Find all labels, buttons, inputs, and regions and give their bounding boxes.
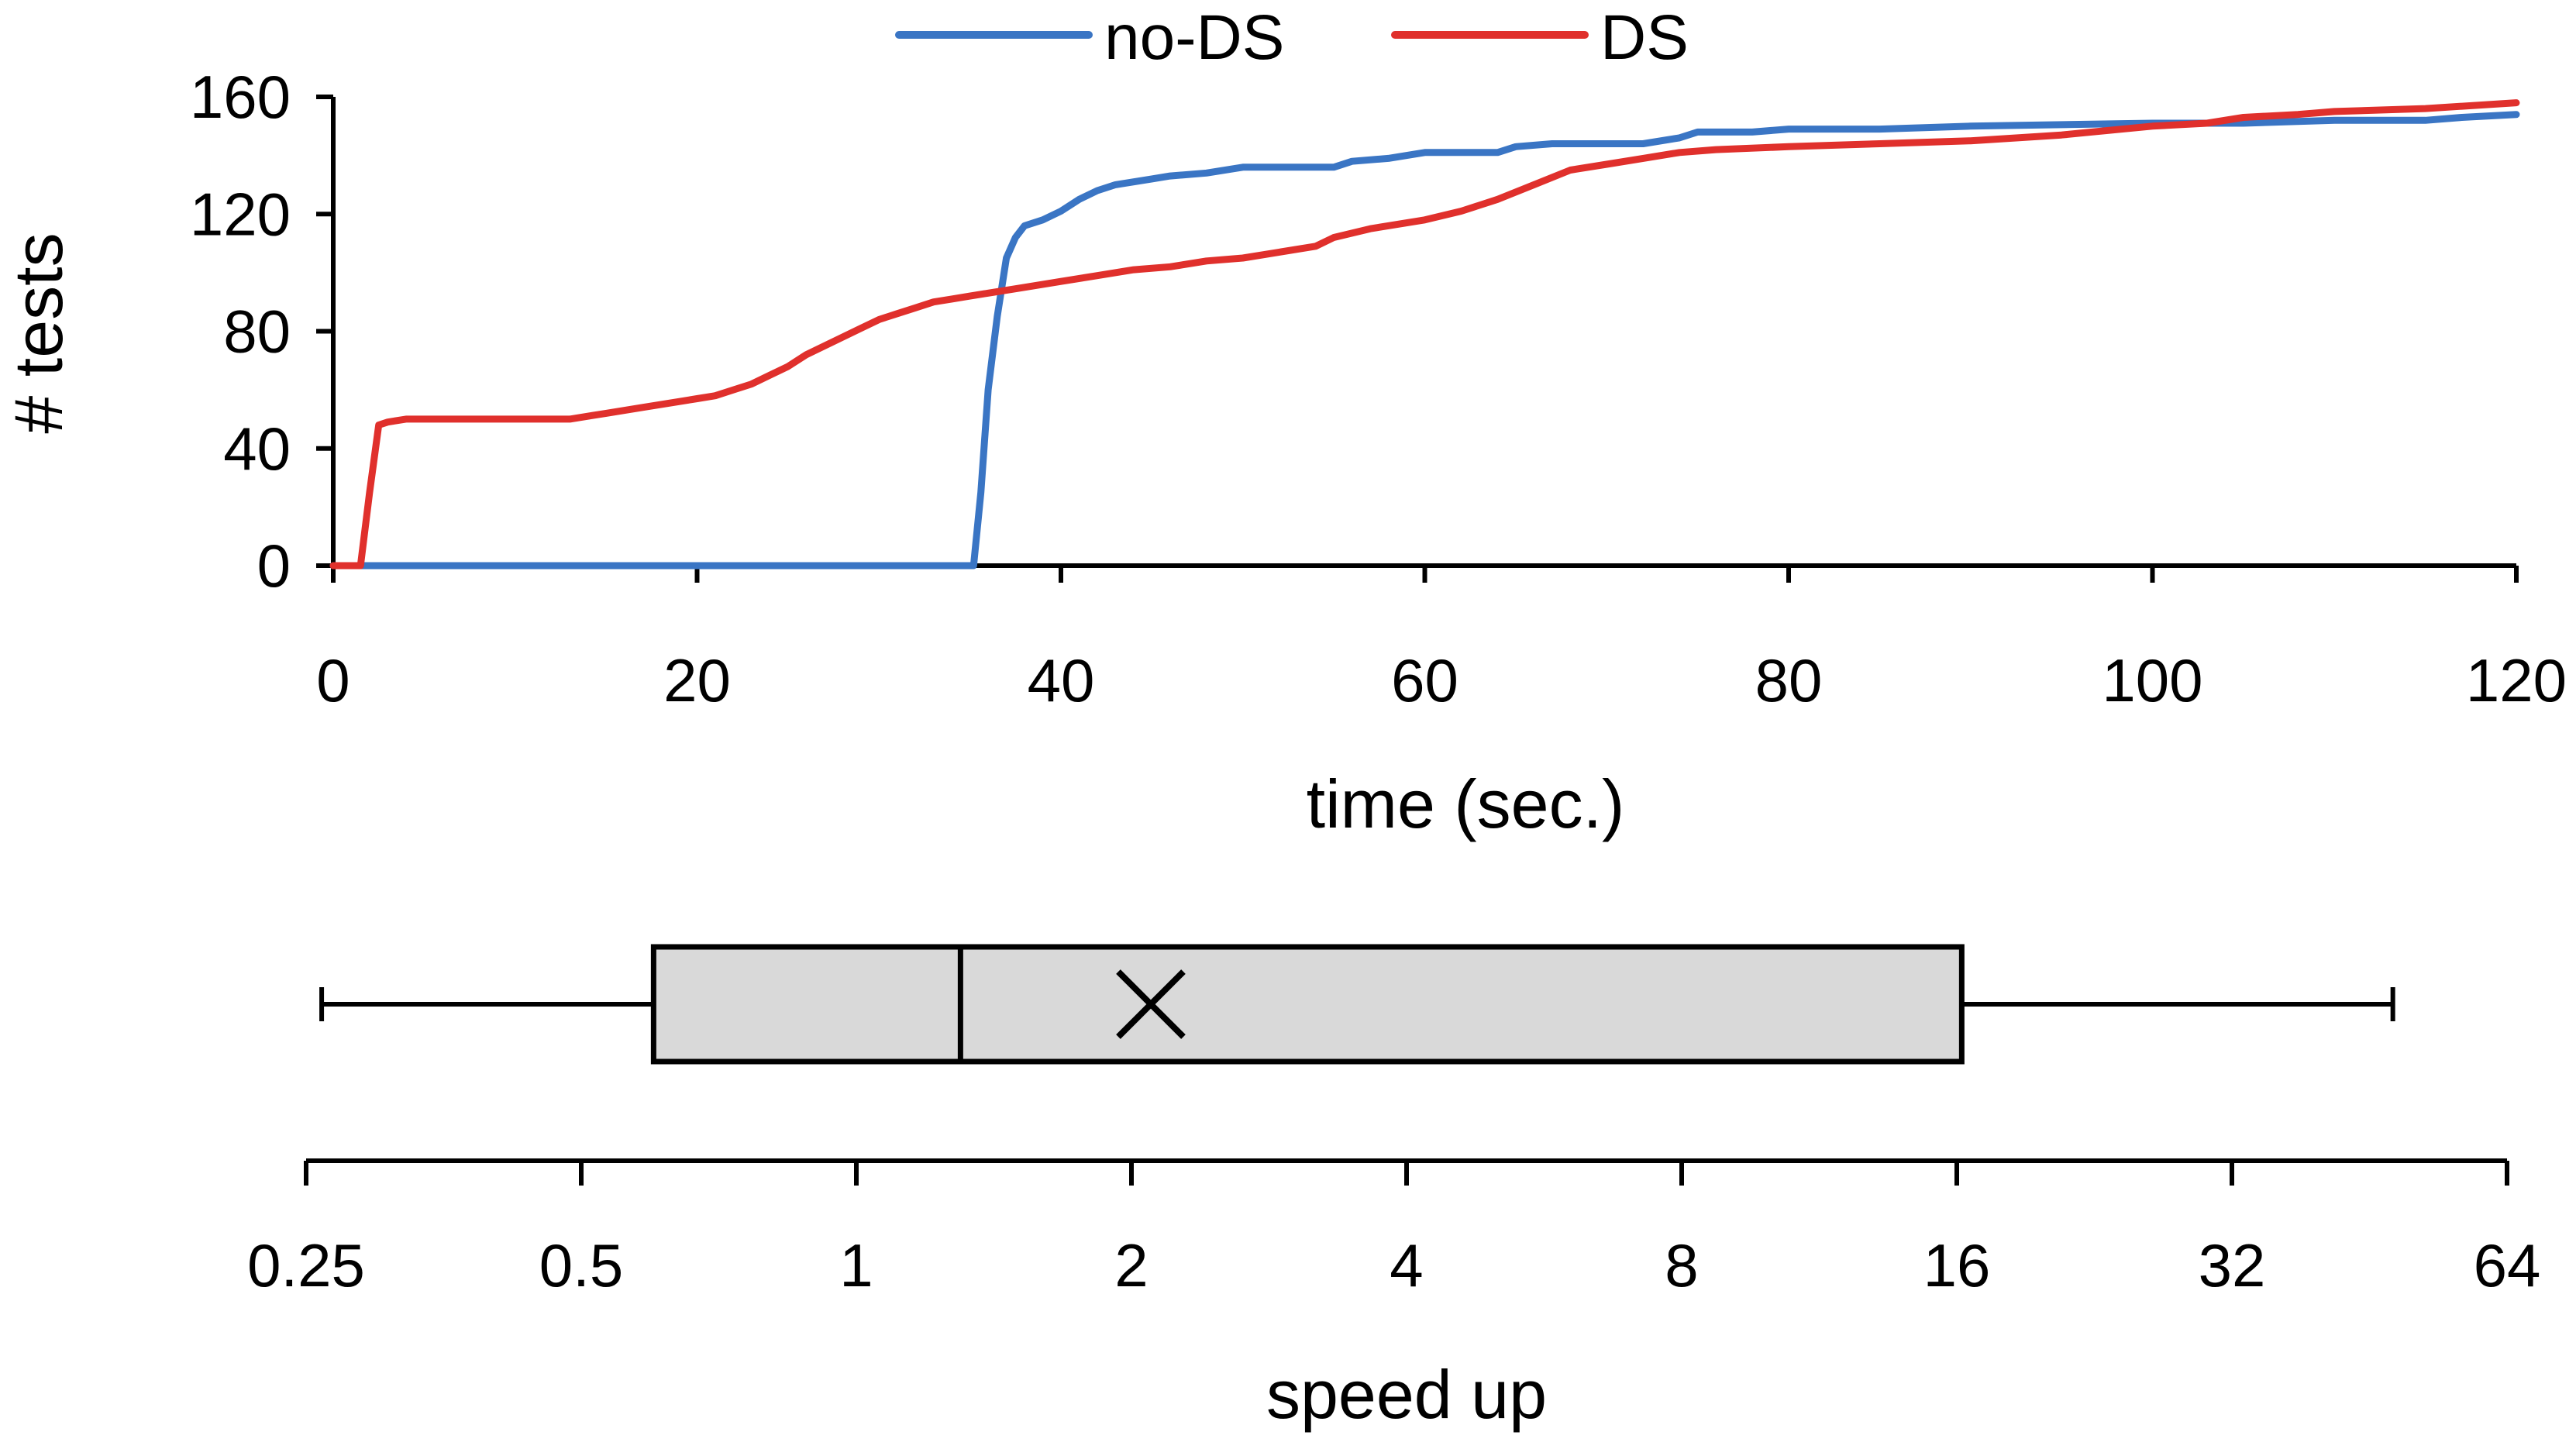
box-iqr xyxy=(650,944,1965,1065)
mean-marker xyxy=(1116,969,1186,1039)
x-tick-label: 40 xyxy=(1028,646,1095,714)
speedup-axis-title: speed up xyxy=(1266,1356,1547,1433)
y-tick-label: 160 xyxy=(190,63,291,131)
x-tick-label: 100 xyxy=(2102,646,2202,714)
x-tick-label: 80 xyxy=(1755,646,1823,714)
x-ticks: 0 20 40 60 80 100 120 xyxy=(316,566,2567,714)
speedup-tick-label: 16 xyxy=(1923,1231,1991,1299)
speedup-ticks: 0.25 0.5 1 2 4 8 16 32 64 xyxy=(247,1161,2540,1299)
speedup-tick-label: 8 xyxy=(1665,1231,1698,1299)
x-tick-label: 0 xyxy=(316,646,350,714)
line-plot-axes xyxy=(331,97,2516,568)
box-elements xyxy=(319,944,2395,1065)
y-tick-label: 0 xyxy=(257,532,291,600)
x-tick-label: 60 xyxy=(1391,646,1458,714)
y-ticks: 0 40 80 120 160 xyxy=(190,63,333,600)
speedup-tick-label: 4 xyxy=(1390,1231,1423,1299)
speedup-tick-label: 0.5 xyxy=(539,1231,623,1299)
series-lines xyxy=(329,99,2520,570)
x-tick-label: 120 xyxy=(2466,646,2567,714)
y-tick-label: 120 xyxy=(190,180,291,248)
x-tick-label: 20 xyxy=(663,646,731,714)
line-chart: 0 40 80 120 160 0 20 40 60 80 100 120 # tests time… xyxy=(0,63,2567,842)
speedup-tick-label: 32 xyxy=(2199,1231,2266,1299)
box-plot: 0.25 0.5 1 2 4 8 16 32 64 speed up xyxy=(247,944,2540,1433)
speedup-tick-label: 0.25 xyxy=(247,1231,365,1299)
speedup-tick-label: 64 xyxy=(2474,1231,2541,1299)
series-line-no-ds xyxy=(329,111,2520,570)
legend-label-no-ds: no-DS xyxy=(1104,2,1284,73)
y-tick-label: 40 xyxy=(223,415,291,483)
legend: no-DS DS xyxy=(895,2,1689,73)
y-axis-title: # tests xyxy=(0,232,77,433)
series-line-ds xyxy=(329,99,2520,570)
legend-label-ds: DS xyxy=(1600,2,1689,73)
speedup-tick-label: 1 xyxy=(839,1231,873,1299)
y-tick-label: 80 xyxy=(223,298,291,366)
x-axis-title: time (sec.) xyxy=(1307,766,1625,842)
speedup-tick-label: 2 xyxy=(1114,1231,1148,1299)
